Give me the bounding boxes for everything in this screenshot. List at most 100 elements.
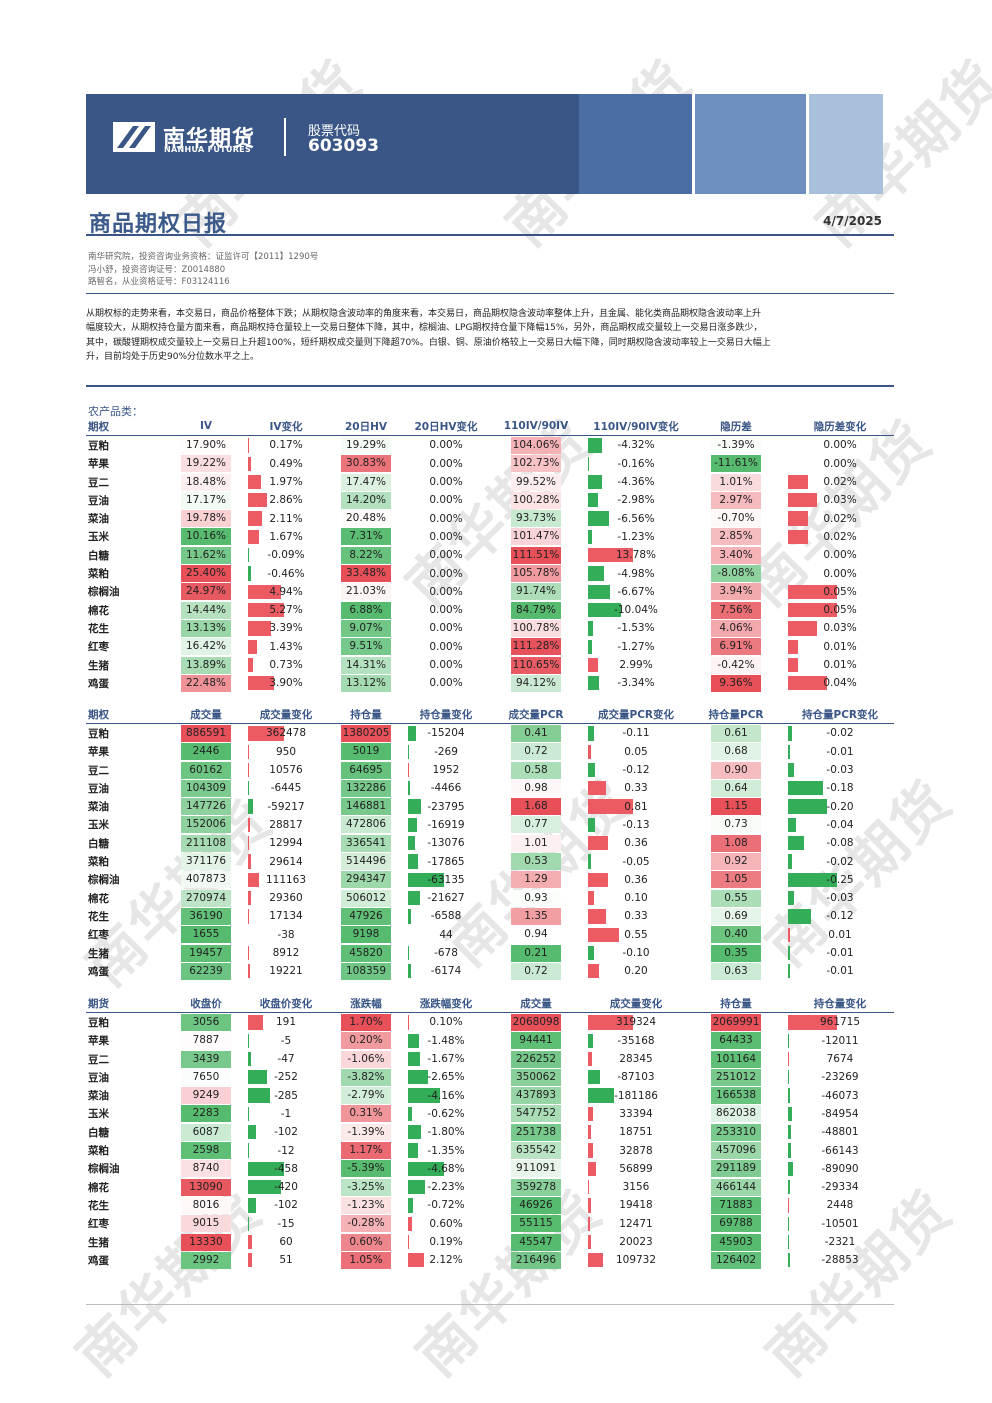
cell-value: -2.65% [427,1071,465,1084]
table-cell: -0.42% [686,656,786,674]
cell-value: -1.06% [341,1050,391,1068]
bar-cell: 0.03% [786,491,894,509]
cell-value: -29334 [821,1181,859,1194]
cell-value: 132286 [341,779,391,797]
bar-cell: 0.00% [406,436,486,455]
data-bar [788,493,818,508]
table-cell: 407873 [166,871,246,889]
data-bar [247,456,251,471]
column-header: 持仓量PCR [686,705,786,725]
cell-value: 0.05% [823,585,857,598]
row-label: 玉米 [88,819,109,832]
table-row: 豆二 18.48% 1.97% 17.47% 0.00% 99.52% -4.36% 1.01… [86,473,894,491]
cell-value: -8.08% [711,565,761,583]
table-cell: 457096 [686,1141,786,1160]
data-bar [407,890,420,906]
data-bar [407,1051,421,1067]
cell-value: -0.72% [427,1199,465,1212]
row-label: 棕榈油 [88,874,120,887]
column-header: 期权 [86,705,166,725]
data-bar [247,836,249,851]
data-bar [788,676,828,691]
bar-cell: 0.33 [586,779,686,797]
bar-cell: -28853 [786,1251,894,1269]
cell-value: 0.00% [429,439,463,452]
table-row: 豆粕 3056 191 1.70% 0.10% 2068098 319324 2069991 9… [86,1013,894,1032]
volume-pcr-table: 期权 成交量 成交量变化 持仓量 持仓量变化 成交量PCR 成交量PCR变化 持仓量PCR 持仓… [86,705,894,980]
bar-cell: 18751 [586,1123,686,1141]
table-cell: 7887 [166,1032,246,1050]
cell-value: 514496 [341,853,391,871]
cell-value: 93.73% [511,510,561,528]
cell-value: -0.42% [711,656,761,674]
cell-value: -2.98% [617,494,655,507]
cell-value: 46926 [511,1196,561,1214]
table-cell: 13330 [166,1233,246,1251]
table-cell: 21.03% [326,583,406,601]
table-cell: 102.73% [486,455,586,473]
cell-value: 19457 [181,944,231,962]
cell-value: 1.05 [711,871,761,889]
cell-value: -4.98% [617,567,655,580]
data-bar [247,529,259,545]
data-bar [407,1106,413,1122]
cell-value: -16919 [427,818,465,831]
cell-value: -89090 [821,1162,859,1175]
data-bar [588,584,610,599]
cell-value: -3.34% [617,677,655,690]
data-bar [588,817,596,833]
table-cell: 1.05 [686,871,786,889]
data-bar [247,511,262,526]
bar-cell: -4.68% [406,1160,486,1178]
table-cell: 19457 [166,944,246,962]
cell-value: -23269 [821,1071,859,1084]
cell-value: 0.61 [711,724,761,742]
row-label: 玉米 [88,1108,109,1121]
cell-value: 1.97% [269,476,303,489]
column-header: 成交量 [486,994,586,1014]
bar-cell: -66143 [786,1141,894,1159]
data-bar [588,964,600,979]
bar-cell: -1.48% [406,1032,486,1050]
stock-code-label: 股票代码 [308,124,361,139]
cell-value: 0.93 [511,889,561,907]
divider [86,293,894,294]
table-cell: 547752 [486,1105,586,1123]
data-bar [588,566,605,581]
table-cell: 0.93 [486,889,586,907]
cell-value: 64695 [341,761,391,779]
summary-line: 其中，碳酸锂期权成交量较上一交易日上升超100%，短纤期权成交量则下降超70%。… [86,337,771,348]
cell-value: 45820 [341,944,391,962]
table-row: 棕榈油 24.97% 4.94% 21.03% 0.00% 91.74% -6.67% 3.9… [86,583,894,601]
bar-cell: -1.53% [586,619,686,637]
column-header: 持仓量 [686,994,786,1014]
cell-value: 0.81 [624,800,648,813]
cell-value: 4.06% [711,619,761,637]
column-header: 成交量 [166,705,246,725]
cell-value: -4.16% [427,1089,465,1102]
bar-cell: -87103 [586,1068,686,1086]
data-bar [788,945,791,961]
cell-value: 291189 [711,1160,761,1178]
table-cell: 886591 [166,724,246,743]
cell-value: 0.31% [341,1105,391,1123]
cell-value: -678 [434,947,458,959]
bar-cell: -4466 [406,779,486,797]
bar-cell: 28345 [586,1050,686,1068]
cell-value: 0.40 [711,926,761,944]
table-cell: 71883 [686,1196,786,1214]
data-bar [788,744,791,759]
table-row: 花生 13.13% 3.39% 9.07% 0.00% 100.78% -1.53% 4.06… [86,619,894,637]
bar-cell: 0.00% [406,601,486,619]
author-line: 路智名，从业资格证号：F03124116 [88,277,230,288]
data-bar [788,1106,793,1122]
table-row: 苹果 19.22% 0.49% 30.83% 0.00% 102.73% -0.16% -11… [86,455,894,473]
cell-value: -1.39% [711,436,761,454]
table-cell: 147726 [166,797,246,816]
cell-value: -269 [434,745,458,758]
bar-cell: 12471 [586,1215,686,1233]
data-bar [588,474,603,490]
cell-value: 1.68 [511,798,561,816]
bar-cell: -6174 [406,962,486,980]
data-bar [247,1234,253,1250]
